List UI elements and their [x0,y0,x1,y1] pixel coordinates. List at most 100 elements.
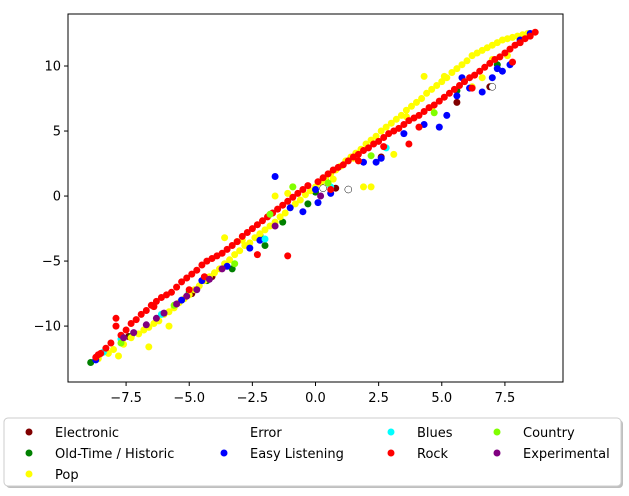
point-pop [266,222,274,230]
point-rock [476,67,484,75]
x-tick-label: 5.0 [431,391,452,406]
point-rock [516,39,524,47]
point-rock [405,140,413,148]
point-rock [440,93,448,101]
legend-label-rock: Rock [417,447,449,462]
point-rock [183,274,191,282]
x-tick-label: 2.5 [368,391,389,406]
legend-marker-rock [387,449,395,457]
point-rock [531,28,539,36]
point-rock [284,197,292,205]
x-axis-ticks: −7.5 −5.0 −2.5 0.0 2.5 5.0 7.5 [110,382,515,406]
point-pop [145,343,153,351]
point-pop [458,61,466,69]
point-rock [228,242,236,249]
point-pop [418,95,426,102]
series-error [319,83,497,194]
point-experimental [271,222,279,230]
point-rock [314,178,322,186]
x-tick-label: −2.5 [237,391,269,406]
point-rock [456,82,463,89]
point-rock [481,63,489,71]
point-rock [526,32,534,40]
point-pop [329,175,337,183]
legend-label-pop: Pop [55,468,79,483]
point-pop [284,189,292,197]
x-tick-label: −5.0 [173,391,205,406]
legend-label-electronic: Electronic [55,426,119,441]
y-axis-ticks: −10 −5 0 5 10 [34,60,68,335]
point-rock [400,121,408,128]
point-old-time-historic [279,218,287,226]
point-easy-listening [498,67,506,75]
point-easy-listening [400,130,408,138]
point-rock [461,78,468,86]
legend-marker-pop [25,470,33,478]
point-pop [478,74,486,82]
point-rock [274,205,282,213]
legend-label-country: Country [523,426,575,441]
point-rock [253,221,261,229]
series-country [117,109,438,347]
point-rock [415,111,423,119]
point-pop [271,192,279,200]
point-error [319,184,327,192]
point-rock [112,314,120,322]
x-tick-label: 7.5 [495,391,516,406]
point-rock [238,232,246,240]
legend-marker-old-time-historic [25,449,33,457]
point-country [289,183,297,191]
point-pop [261,226,269,234]
point-rock [289,193,297,201]
point-rock [127,320,135,327]
point-rock [395,124,403,132]
point-rock [344,157,352,165]
point-pop [463,57,471,65]
legend-marker-electronic [25,428,33,436]
point-blues [261,235,269,243]
point-easy-listening [246,244,254,252]
point-country [324,179,332,187]
legend: Electronic Old-Time / Historic Pop Error… [3,417,623,488]
point-rock [94,351,102,359]
point-pop [367,183,375,191]
point-pop [291,200,299,208]
point-country [117,339,125,347]
y-tick-label: 10 [44,60,61,75]
point-rock [107,339,115,347]
point-rock [445,89,453,97]
point-pop [440,72,448,80]
point-pop [246,239,254,247]
point-easy-listening [271,173,279,180]
point-rock [178,278,186,286]
point-rock [506,45,514,53]
point-rock [375,137,383,145]
point-country [231,260,239,268]
point-easy-listening [488,74,496,82]
legend-label-experimental: Experimental [523,447,610,462]
point-rock [299,186,307,193]
point-pop [453,65,461,73]
point-rock [243,229,251,236]
legend-marker-blues [387,428,395,436]
point-error [344,185,353,194]
point-rock [122,326,130,334]
point-rock [152,297,160,305]
point-rock [450,85,458,93]
point-rock [150,303,158,311]
point-pop [301,191,309,199]
point-error [488,83,497,91]
point-pop [165,322,173,330]
point-rock [415,123,423,131]
series-experimental [120,192,325,342]
point-pop [110,346,117,353]
point-rock [509,58,516,66]
point-pop [372,132,380,140]
point-easy-listening [299,208,307,216]
point-easy-listening [453,92,461,100]
point-pop [127,334,135,342]
point-pop [438,78,446,86]
point-rock [365,144,372,152]
point-pop [296,196,304,204]
